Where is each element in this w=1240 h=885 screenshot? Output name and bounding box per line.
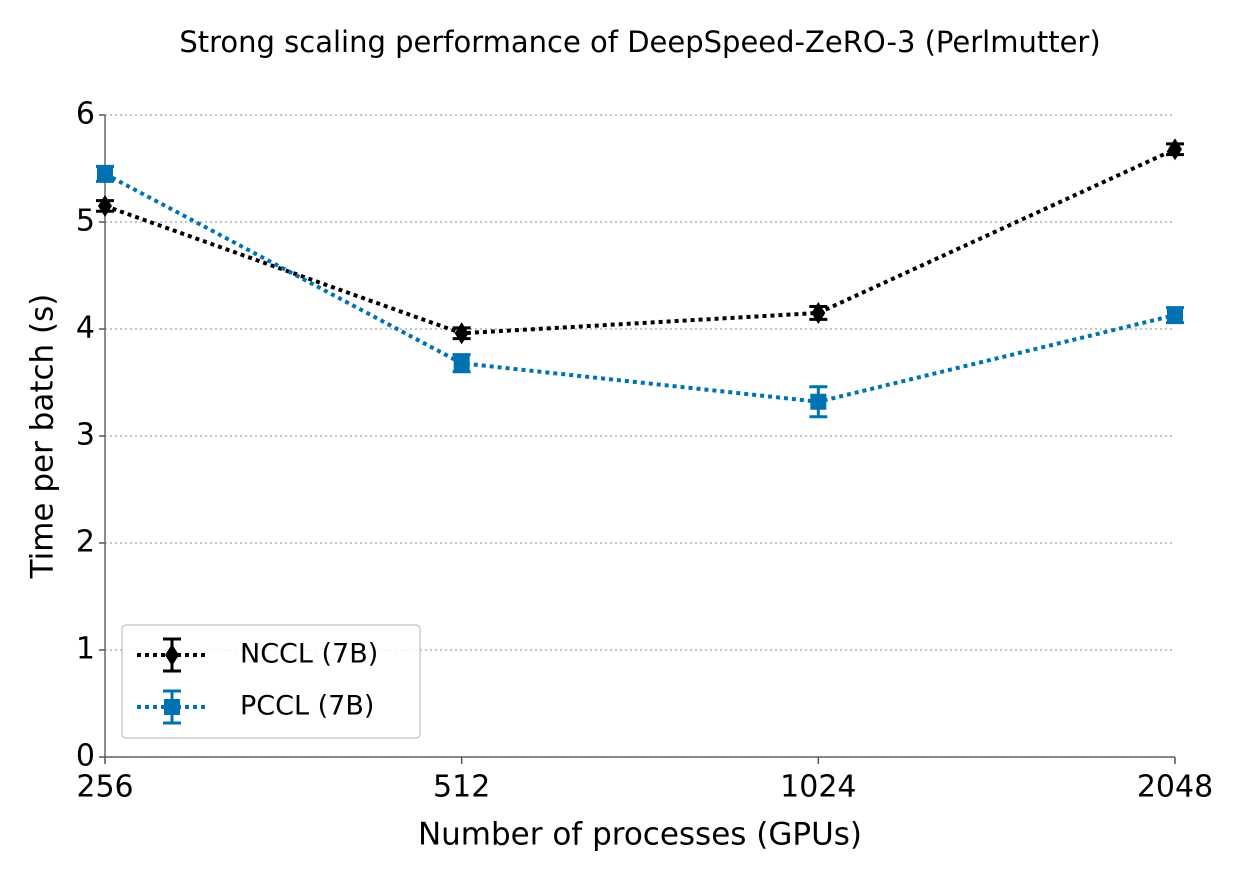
marker — [454, 322, 469, 345]
y-tick-label: 6 — [76, 97, 95, 132]
x-tick-label: 1024 — [780, 770, 856, 805]
marker — [1167, 307, 1183, 324]
legend-label: PCCL (7B) — [240, 691, 374, 722]
y-axis-label: Time per batch (s) — [25, 294, 61, 580]
marker — [453, 355, 470, 372]
y-tick-label: 5 — [76, 204, 95, 239]
y-tick-label: 0 — [76, 739, 95, 774]
x-tick-label: 256 — [76, 770, 133, 805]
series-line — [104, 147, 1176, 336]
marker — [165, 644, 179, 666]
legend-label: NCCL (7B) — [240, 639, 378, 670]
x-tick-label: 512 — [433, 770, 490, 805]
y-tick-label: 4 — [76, 311, 95, 346]
marker — [810, 393, 827, 410]
y-tick-label: 3 — [76, 418, 95, 453]
x-tick-label: 2048 — [1137, 770, 1213, 805]
series-line — [104, 172, 1176, 404]
marker — [811, 301, 826, 324]
marker — [164, 699, 180, 715]
x-axis-label: Number of processes (GPUs) — [418, 817, 862, 853]
y-tick-label: 2 — [76, 525, 95, 560]
marker — [1168, 138, 1182, 161]
chart-title: Strong scaling performance of DeepSpeed-… — [179, 25, 1100, 59]
y-tick-label: 1 — [76, 632, 95, 667]
marker — [97, 165, 113, 182]
marker — [98, 194, 112, 217]
